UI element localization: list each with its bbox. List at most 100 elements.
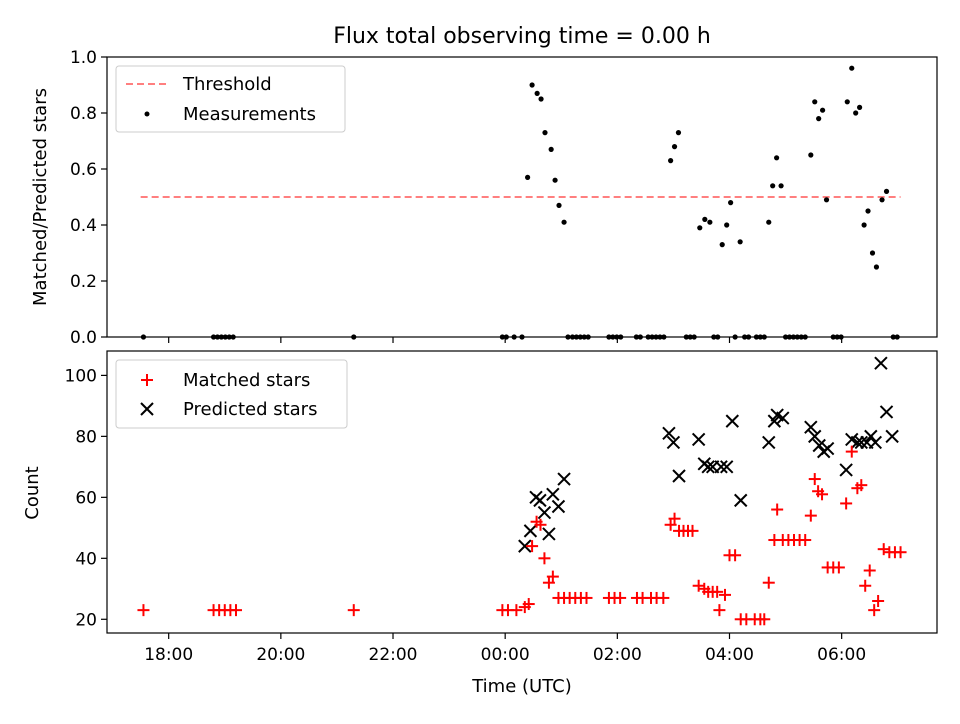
matched-point — [526, 540, 539, 553]
top-y-tick-label: 0.4 — [70, 216, 97, 236]
matched-point — [711, 585, 724, 598]
matched-point — [868, 604, 881, 617]
bottom-y-tick-label: 80 — [75, 427, 97, 447]
matched-point — [522, 598, 535, 611]
matched-point — [538, 552, 551, 565]
measurement-point — [853, 110, 859, 116]
top-plot-frame — [106, 56, 938, 338]
measurements-legend-label: Measurements — [183, 104, 316, 125]
predicted-point — [523, 524, 538, 538]
measurement-point — [844, 99, 850, 105]
matched-point — [863, 564, 876, 577]
predicted-point — [691, 432, 706, 447]
measurement-point — [883, 188, 890, 194]
bottom-plot-marks — [137, 356, 907, 626]
matched-point — [580, 591, 593, 604]
predicted-point — [864, 429, 878, 444]
top-legend: Threshold Measurements — [115, 65, 346, 133]
matched-point — [859, 579, 872, 592]
predicted-point — [518, 539, 532, 553]
measurements-legend-swatch — [144, 111, 150, 117]
x-axis-label: Time (UTC) — [471, 676, 572, 697]
matched-point — [510, 604, 523, 617]
predicted-point — [662, 426, 676, 441]
bottom-x-ticks: 18:00 20:00 22:00 00:00 02:00 04:00 06:00 — [144, 633, 866, 665]
chart-title: Flux total observing time = 0.00 h — [333, 24, 711, 49]
x-tick-label: 04:00 — [705, 645, 754, 665]
predicted-point — [672, 469, 686, 483]
measurement-point — [668, 158, 674, 164]
matched-point — [719, 588, 732, 601]
measurement-point — [812, 99, 818, 105]
predicted-point — [537, 505, 552, 520]
matched-point — [686, 524, 699, 537]
measurement-point — [737, 239, 743, 245]
top-y-axis-label: Matched/Predicted stars — [30, 88, 51, 306]
matched-point — [664, 518, 677, 531]
predicted-point — [812, 438, 826, 453]
measurement-point — [724, 222, 730, 228]
measurement-point — [869, 250, 876, 256]
top-x-ticks — [168, 337, 843, 343]
top-y-tick-label: 1.0 — [70, 48, 97, 68]
top-y-ticks: 0.0 0.2 0.4 0.6 0.8 1.0 — [70, 48, 107, 348]
matched-legend-label: Matched stars — [183, 370, 310, 391]
measurement-point — [538, 96, 544, 102]
measurement-point — [702, 216, 708, 222]
measurement-point — [766, 219, 772, 225]
matched-point — [816, 488, 829, 501]
bottom-legend: Matched stars Predicted stars — [115, 359, 348, 429]
x-tick-label: 00:00 — [481, 645, 530, 665]
measurement-point — [816, 116, 822, 122]
measurement-point — [873, 264, 880, 270]
matched-point — [692, 579, 705, 592]
measurement-point — [857, 104, 863, 110]
top-legend-box — [115, 65, 346, 133]
predicted-point — [666, 435, 681, 450]
predicted-legend-swatch — [140, 402, 154, 416]
top-y-tick-label: 0.6 — [70, 160, 97, 180]
measurement-point — [561, 219, 567, 225]
measurement-point — [529, 82, 535, 88]
predicted-point — [850, 435, 865, 450]
bottom-y-ticks: 20 40 60 80 100 — [65, 366, 107, 630]
predicted-point — [854, 435, 868, 450]
predicted-point — [734, 493, 748, 508]
matched-point — [855, 479, 868, 492]
bottom-legend-box — [115, 359, 348, 429]
predicted-point — [874, 356, 888, 370]
predicted-point — [839, 463, 853, 477]
matched-point — [534, 518, 547, 531]
measurement-point — [542, 130, 548, 136]
measurement-point — [819, 107, 826, 113]
matched-point — [894, 546, 907, 559]
matched-point — [771, 503, 784, 516]
predicted-point — [557, 472, 571, 486]
top-panel: 0.0 0.2 0.4 0.6 0.8 1.0 Matched/Predicted sta… — [30, 48, 938, 348]
bottom-panel: 20 40 60 80 100 18:00 20:00 22:00 00:00 02:00 04:… — [22, 350, 938, 697]
bottom-y-tick-label: 60 — [75, 488, 97, 508]
matched-point — [762, 576, 775, 589]
top-y-tick-label: 0.2 — [70, 272, 97, 292]
bottom-y-tick-label: 20 — [75, 610, 97, 630]
predicted-point — [804, 420, 818, 434]
matched-point — [799, 534, 812, 547]
measurement-point — [778, 183, 784, 189]
bottom-y-axis-label: Count — [22, 466, 43, 519]
matched-point — [840, 497, 853, 510]
measurement-point — [552, 177, 558, 183]
x-tick-label: 20:00 — [256, 645, 305, 665]
matched-point — [229, 604, 242, 617]
measurement-point — [671, 144, 678, 150]
measurement-point — [697, 225, 703, 231]
predicted-point — [533, 493, 547, 508]
top-y-tick-label: 0.0 — [70, 328, 97, 348]
matched-point — [347, 604, 360, 617]
measurement-point — [865, 208, 871, 214]
bottom-plot-frame — [106, 350, 938, 634]
measurement-point — [719, 242, 725, 248]
predicted-point — [719, 460, 734, 474]
predicted-point — [725, 414, 740, 428]
measurement-point — [675, 130, 682, 136]
